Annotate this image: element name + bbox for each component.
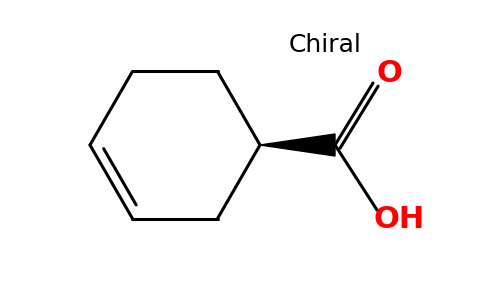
Text: O: O xyxy=(376,58,402,88)
Text: OH: OH xyxy=(373,206,424,235)
Polygon shape xyxy=(260,134,335,156)
Text: Chiral: Chiral xyxy=(288,33,362,57)
